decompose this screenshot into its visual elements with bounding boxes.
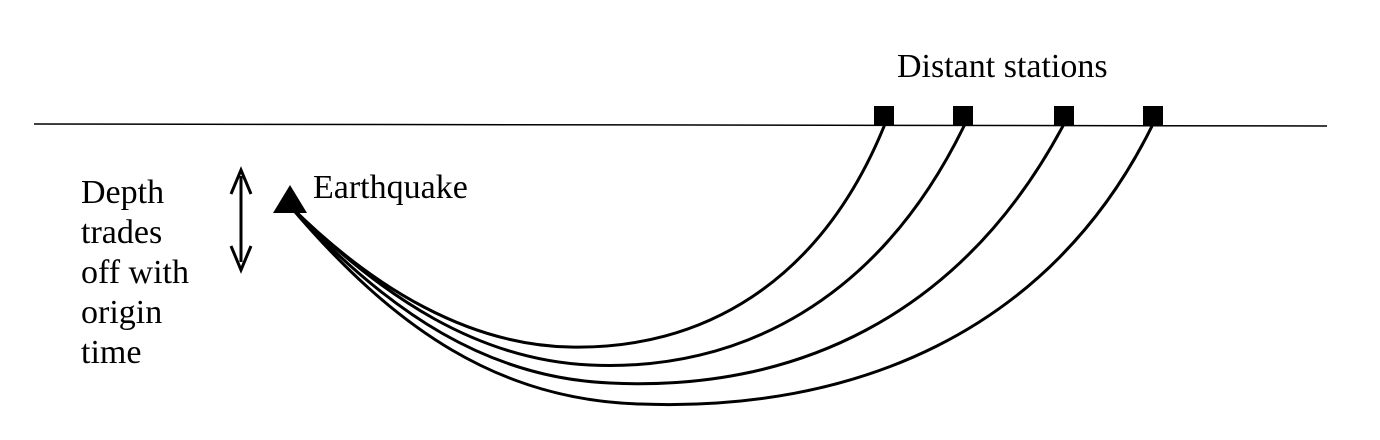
square-station-icon [1143, 106, 1163, 126]
earthquake-label: Earthquake [313, 169, 468, 206]
tradeoff-line-4: origin [81, 294, 162, 331]
ray-paths [288, 123, 1155, 407]
tradeoff-line-2: trades [81, 214, 162, 251]
tradeoff-line-1: Depth [81, 174, 164, 211]
square-station-icon [1054, 106, 1074, 126]
triangle-source-icon [273, 185, 307, 213]
ray-path-station-2 [288, 123, 967, 367]
ray-path-station-4 [288, 123, 1155, 407]
stations [874, 106, 1163, 126]
ground-surface-line [33, 123, 1328, 127]
ray-path-station-1 [288, 123, 887, 349]
tradeoff-label: Depth trades off with origin time [81, 174, 189, 371]
ray-path-station-3 [288, 123, 1066, 386]
tradeoff-line-5: time [81, 334, 141, 371]
square-station-icon [874, 106, 894, 126]
square-station-icon [953, 106, 973, 126]
stations-label: Distant stations [897, 48, 1108, 85]
tradeoff-line-3: off with [81, 254, 189, 291]
double-arrow-icon [229, 166, 253, 274]
